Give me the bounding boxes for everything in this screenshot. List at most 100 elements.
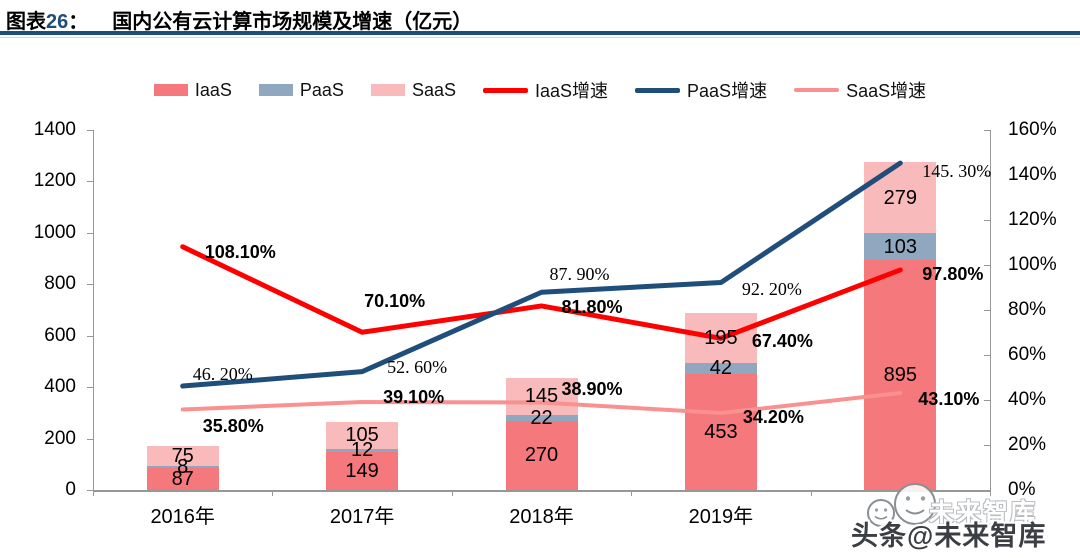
left-axis-tick [87,284,93,286]
bar-label-IaaS-2016年: 87 [171,467,194,490]
bar-label-IaaS-2019年: 453 [704,420,738,443]
bar-label-SaaS-4: 279 [883,186,917,209]
left-axis-tick [87,438,93,440]
left-axis-tick [87,130,93,131]
bar-PaaS-2017年 [326,448,399,452]
left-axis-tick [87,181,93,183]
y-axis-label-left: 600 [44,324,76,346]
right-axis-tick [984,220,990,221]
left-axis-tick [87,490,93,491]
right-axis-tick [984,175,990,176]
y-axis-label-right: 0% [1008,479,1036,500]
line-label-SaaS增速-0: 35.80% [202,416,264,437]
bar-label-PaaS-2016年: 8 [177,455,189,478]
left-axis-tick [87,232,93,234]
y-axis-label-left: 200 [44,427,76,449]
left-axis-line [93,130,94,490]
figure-label-prefix: 图表 [6,11,46,33]
right-axis-line [990,130,991,496]
figure-header: 图表26： 国内公有云计算市场规模及增速（亿元） [6,5,472,34]
y-axis-label-left: 400 [44,376,76,398]
line-label-IaaS增速-2: 81.80% [561,296,623,317]
line-label-IaaS增速-0: 108.10% [204,241,276,262]
legend-item-IaaS增速: IaaS增速 [483,77,608,103]
line-PaaS增速 [180,160,903,389]
legend-label: PaaS增速 [687,81,768,101]
right-axis-tick [984,130,990,131]
y-axis-label-left: 1000 [33,221,76,243]
legend-item-IaaS: IaaS [153,79,232,101]
legend-label: PaaS [299,79,344,100]
x-axis-tick [990,490,991,496]
x-axis-line [93,490,990,492]
y-axis-label-left: 1400 [33,119,76,140]
y-axis-label-right: 20% [1008,434,1047,455]
line-label-SaaS增速-3: 34.20% [742,407,804,428]
bar-label-SaaS-2017年: 105 [345,424,379,447]
legend-swatch-PaaS增速 [635,87,681,93]
y-axis-label-right: 120% [1008,209,1057,230]
right-axis-tick [984,445,990,446]
y-axis-label-left: 0 [65,479,76,500]
bar-IaaS-2016年 [146,467,219,490]
line-label-IaaS增速-3: 67.40% [751,331,813,352]
figure-number: 26 [46,11,69,33]
bar-IaaS-2017年 [326,451,399,490]
x-axis-label: 2017年 [329,506,395,528]
bar-label-IaaS-2018年: 270 [524,444,559,467]
right-axis-tick [984,490,990,491]
line-label-SaaS增速-2: 38.90% [561,379,623,400]
legend-swatch-IaaS增速 [483,87,528,93]
x-axis-tick [272,490,274,496]
right-axis-tick [984,265,990,266]
figure-label-colon: ： [68,11,89,33]
line-label-PaaS增速-1: 52. 60% [387,356,448,377]
bar-label-SaaS-2019年: 195 [704,326,738,349]
figure-title: 国内公有云计算市场规模及增速（亿元） [112,11,473,33]
bar-label-IaaS-2017年: 149 [345,459,379,482]
y-axis-label-right: 40% [1008,389,1047,410]
bar-PaaS-2016年 [146,465,219,468]
line-label-PaaS增速-2: 87. 90% [549,264,610,285]
x-axis-tick [631,490,633,496]
bar-IaaS-2018年 [505,420,578,490]
bar-label-IaaS-4: 895 [883,363,917,386]
watermark-text: 头条@未来智库 [851,521,1047,551]
bar-label-PaaS-2018年: 22 [530,406,553,429]
watermark: 未来智库 头条@未来智库 [845,480,1080,555]
bar-label-SaaS-2016年: 75 [171,444,194,467]
y-axis-label-right: 160% [1008,119,1057,140]
bar-SaaS-2016年 [146,446,219,466]
legend-item-PaaS增速: PaaS增速 [635,77,767,103]
legend-swatch-PaaS [258,84,293,96]
bar-label-PaaS-4: 103 [883,235,917,258]
title-rule [0,31,1080,35]
bar-PaaS-2018年 [505,414,578,421]
legend-swatch-SaaS增速 [794,88,840,92]
left-axis-tick [87,387,93,389]
legend-item-SaaS增速: SaaS增速 [794,77,926,103]
x-axis-label: 2018年 [509,506,574,528]
legend-label: IaaS [194,79,232,100]
x-axis-label: 2019年 [688,506,754,528]
legend-item-PaaS: PaaS [258,79,344,101]
x-axis-tick [810,490,812,496]
legend-swatch-IaaS [153,84,188,96]
x-axis-tick [451,490,453,496]
right-axis-tick [984,310,990,311]
title-rule-shadow [0,37,1080,38]
bar-label-PaaS-2019年: 42 [709,357,733,380]
bar-label-PaaS-2017年: 12 [350,439,374,462]
y-axis-label-right: 60% [1008,344,1047,365]
legend-item-SaaS: SaaS [370,79,456,101]
y-axis-label-right: 140% [1008,164,1057,185]
right-axis-tick [984,355,990,356]
legend-label: SaaS增速 [846,81,927,101]
legend-label: SaaS [411,79,456,100]
x-axis-label: 2016年 [150,506,215,528]
line-label-IaaS增速-4: 97.80% [922,263,984,284]
chart-legend: IaaS PaaS SaaS IaaS增速 PaaS增速 SaaS增速 [0,77,1080,103]
line-label-PaaS增速-0: 46. 20% [192,364,253,385]
